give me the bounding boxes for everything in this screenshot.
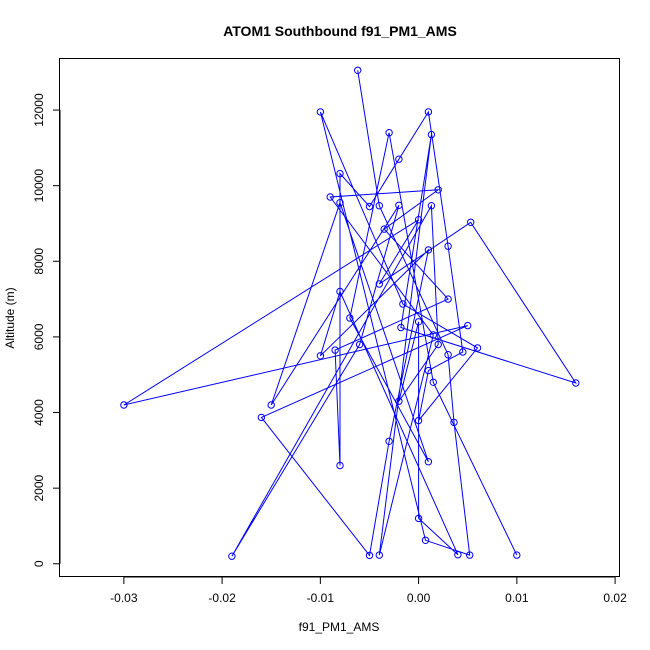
x-tick-label: 0.02 <box>603 591 627 605</box>
data-point <box>267 401 275 409</box>
data-point <box>375 551 383 559</box>
data-point <box>414 514 423 523</box>
data-point <box>257 413 266 422</box>
data-point <box>414 416 423 425</box>
x-axis: -0.03 -0.02 -0.01 0.00 0.01 0.02 <box>110 576 627 605</box>
y-tick-label: 0 <box>32 560 46 567</box>
data-point <box>424 366 433 375</box>
data-point <box>355 340 364 349</box>
data-point <box>326 193 334 201</box>
data-point <box>464 321 472 330</box>
data-point <box>395 155 403 163</box>
data-point <box>228 552 236 560</box>
data-point <box>336 199 344 207</box>
data-point <box>424 108 433 116</box>
x-axis-label: f91_PM1_AMS <box>299 620 380 634</box>
data-point <box>316 108 325 116</box>
data-point <box>429 378 437 386</box>
data-point <box>454 551 462 559</box>
y-tick-label: 4000 <box>32 399 46 426</box>
series-line <box>123 70 577 557</box>
data-point <box>427 130 436 139</box>
data-point <box>375 280 383 288</box>
data-point <box>336 461 344 470</box>
data-point <box>336 169 344 178</box>
data-point <box>414 216 423 224</box>
data-point <box>429 331 437 339</box>
y-tick-label: 2000 <box>32 474 46 501</box>
data-point <box>380 225 388 233</box>
data-point <box>375 202 383 210</box>
data-point <box>331 346 339 354</box>
data-point <box>120 401 128 409</box>
data-point <box>424 246 433 254</box>
y-axis: 0 2000 4000 6000 8000 10000 12000 <box>32 93 61 567</box>
x-tick-label: -0.01 <box>307 591 335 605</box>
data-point <box>444 295 452 303</box>
data-point <box>395 397 403 405</box>
data-point <box>346 314 354 322</box>
data-point <box>385 437 393 445</box>
data-point <box>316 352 325 360</box>
data-point <box>365 551 374 560</box>
data-point <box>336 287 344 296</box>
data-point <box>434 340 442 349</box>
data-point <box>572 379 580 387</box>
y-tick-label: 10000 <box>32 169 46 203</box>
data-point <box>467 218 475 227</box>
data-point <box>395 201 403 210</box>
data-point <box>421 536 430 544</box>
data-point <box>450 418 458 427</box>
data-point <box>365 202 374 211</box>
data-point <box>385 129 393 137</box>
x-tick-label: -0.02 <box>208 591 236 605</box>
y-tick-label: 6000 <box>32 323 46 350</box>
data-point <box>459 348 467 356</box>
data-point <box>444 351 452 359</box>
x-tick-label: 0.01 <box>505 591 529 605</box>
data-point <box>354 66 362 75</box>
data-point <box>427 202 436 210</box>
x-tick-label: -0.03 <box>110 591 138 605</box>
x-tick-label: 0.00 <box>407 591 431 605</box>
data-point <box>444 242 452 250</box>
y-tick-label: 8000 <box>32 248 46 275</box>
data-point <box>434 186 442 194</box>
data-point <box>513 551 521 559</box>
data-point <box>414 318 423 326</box>
y-tick-label: 12000 <box>32 93 46 127</box>
chart-title: ATOM1 Southbound f91_PM1_AMS <box>223 23 457 39</box>
data-point <box>397 323 405 332</box>
data-point <box>399 300 407 308</box>
data-point <box>473 344 482 352</box>
series-layer <box>120 66 580 560</box>
data-point <box>466 551 474 559</box>
data-point <box>424 458 433 466</box>
y-axis-label: Altitude (m) <box>3 287 17 348</box>
